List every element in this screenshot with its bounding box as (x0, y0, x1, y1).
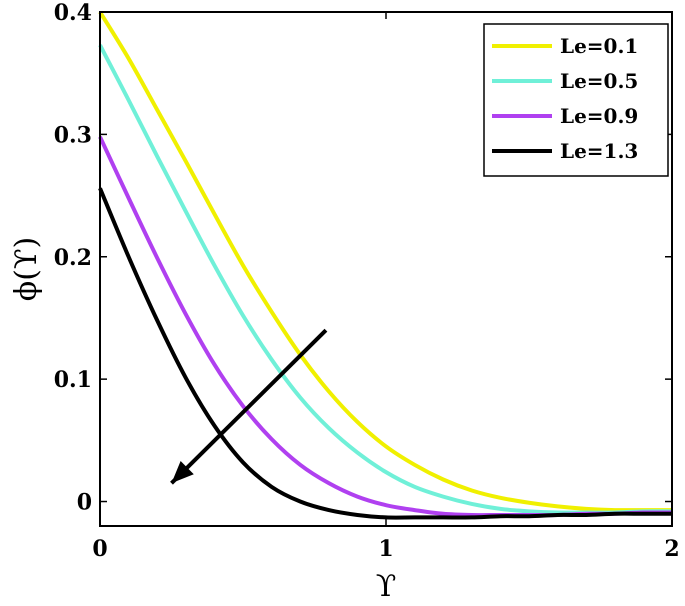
y-tick-label: 0.2 (54, 245, 92, 271)
y-tick-label: 0.1 (54, 367, 92, 393)
arrow-shaft (170, 328, 328, 485)
series-line-le-0-9 (98, 135, 673, 518)
legend-label: Le=0.1 (560, 34, 638, 58)
ticks-layer: 0 1 2 0 0.1 0.2 0.3 0.4 (54, 0, 680, 562)
legend-box (483, 23, 669, 177)
y-tick-label: 0 (77, 490, 92, 516)
x-axis-label: ϒ (376, 569, 397, 604)
legend-label: Le=1.3 (560, 139, 638, 163)
y-tick-label: 0.4 (54, 0, 92, 26)
plot-frame (99, 11, 673, 527)
x-tick-label: 0 (92, 536, 107, 562)
arrow-layer (170, 328, 328, 485)
x-tick-label: 2 (664, 536, 679, 562)
legend-label: Le=0.5 (560, 69, 638, 93)
series-line-le-0-1 (98, 10, 672, 513)
y-axis-label: ϕ(ϒ) (9, 237, 44, 301)
y-tick-label: 0.3 (54, 122, 92, 148)
series-layer (98, 10, 673, 520)
legend-label: Le=0.9 (560, 104, 638, 128)
legend: Le=0.1 Le=0.5 Le=0.9 Le=1.3 (483, 23, 669, 177)
arrow-head (171, 460, 194, 484)
series-line-le-1-3 (98, 187, 672, 520)
x-tick-label: 1 (378, 536, 393, 562)
